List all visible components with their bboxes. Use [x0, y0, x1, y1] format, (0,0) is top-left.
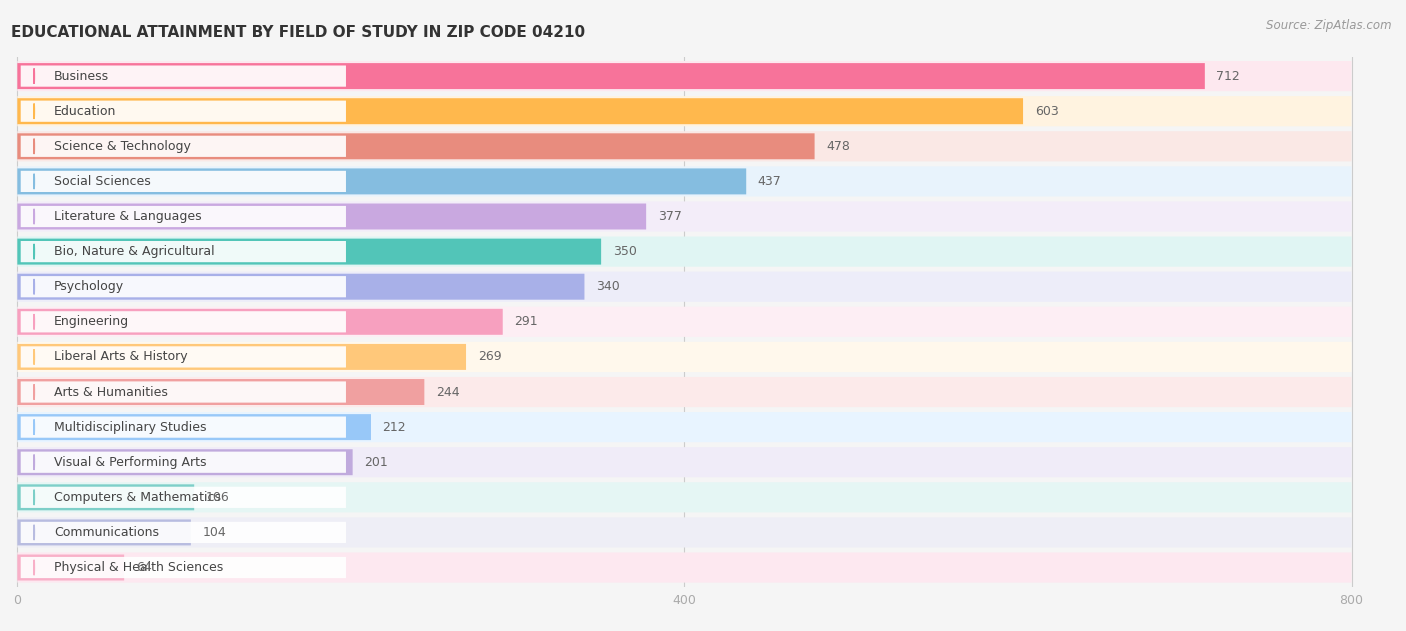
Text: 350: 350 — [613, 245, 637, 258]
FancyBboxPatch shape — [21, 206, 346, 227]
FancyBboxPatch shape — [21, 66, 346, 86]
Text: EDUCATIONAL ATTAINMENT BY FIELD OF STUDY IN ZIP CODE 04210: EDUCATIONAL ATTAINMENT BY FIELD OF STUDY… — [11, 25, 585, 40]
Text: Education: Education — [53, 105, 117, 118]
Text: Engineering: Engineering — [53, 316, 129, 328]
FancyBboxPatch shape — [17, 412, 1351, 442]
Text: 340: 340 — [596, 280, 620, 293]
FancyBboxPatch shape — [17, 309, 503, 335]
FancyBboxPatch shape — [21, 136, 346, 157]
Text: 64: 64 — [136, 561, 152, 574]
Text: 269: 269 — [478, 350, 502, 363]
FancyBboxPatch shape — [17, 274, 585, 300]
Text: Science & Technology: Science & Technology — [53, 140, 191, 153]
Text: Source: ZipAtlas.com: Source: ZipAtlas.com — [1267, 19, 1392, 32]
Text: Communications: Communications — [53, 526, 159, 539]
Text: 603: 603 — [1035, 105, 1059, 118]
FancyBboxPatch shape — [17, 204, 647, 230]
FancyBboxPatch shape — [17, 379, 425, 405]
FancyBboxPatch shape — [21, 241, 346, 262]
Text: 437: 437 — [758, 175, 782, 188]
Text: 106: 106 — [205, 491, 229, 504]
Text: Liberal Arts & History: Liberal Arts & History — [53, 350, 188, 363]
Text: Arts & Humanities: Arts & Humanities — [53, 386, 167, 399]
FancyBboxPatch shape — [17, 447, 1351, 477]
FancyBboxPatch shape — [21, 276, 346, 297]
Text: Physical & Health Sciences: Physical & Health Sciences — [53, 561, 224, 574]
FancyBboxPatch shape — [17, 63, 1205, 89]
Text: 478: 478 — [827, 140, 851, 153]
FancyBboxPatch shape — [21, 381, 346, 403]
FancyBboxPatch shape — [17, 271, 1351, 302]
FancyBboxPatch shape — [17, 555, 124, 581]
Text: Visual & Performing Arts: Visual & Performing Arts — [53, 456, 207, 469]
FancyBboxPatch shape — [17, 482, 1351, 512]
FancyBboxPatch shape — [17, 485, 194, 510]
FancyBboxPatch shape — [17, 239, 602, 264]
FancyBboxPatch shape — [21, 416, 346, 438]
Text: 291: 291 — [515, 316, 538, 328]
FancyBboxPatch shape — [21, 522, 346, 543]
FancyBboxPatch shape — [17, 519, 191, 545]
Text: 712: 712 — [1216, 69, 1240, 83]
FancyBboxPatch shape — [17, 61, 1351, 91]
FancyBboxPatch shape — [17, 167, 1351, 196]
Text: Bio, Nature & Agricultural: Bio, Nature & Agricultural — [53, 245, 215, 258]
FancyBboxPatch shape — [17, 237, 1351, 267]
FancyBboxPatch shape — [17, 307, 1351, 337]
FancyBboxPatch shape — [21, 452, 346, 473]
FancyBboxPatch shape — [17, 377, 1351, 407]
FancyBboxPatch shape — [17, 133, 814, 159]
Text: 244: 244 — [436, 386, 460, 399]
Text: Literature & Languages: Literature & Languages — [53, 210, 201, 223]
FancyBboxPatch shape — [17, 96, 1351, 126]
FancyBboxPatch shape — [17, 344, 465, 370]
FancyBboxPatch shape — [21, 487, 346, 508]
Text: 201: 201 — [364, 456, 388, 469]
FancyBboxPatch shape — [21, 557, 346, 578]
Text: Business: Business — [53, 69, 110, 83]
FancyBboxPatch shape — [17, 552, 1351, 582]
FancyBboxPatch shape — [21, 311, 346, 333]
FancyBboxPatch shape — [21, 100, 346, 122]
FancyBboxPatch shape — [17, 342, 1351, 372]
Text: Computers & Mathematics: Computers & Mathematics — [53, 491, 221, 504]
FancyBboxPatch shape — [17, 517, 1351, 548]
FancyBboxPatch shape — [21, 346, 346, 367]
FancyBboxPatch shape — [17, 414, 371, 440]
FancyBboxPatch shape — [17, 131, 1351, 162]
Text: Multidisciplinary Studies: Multidisciplinary Studies — [53, 421, 207, 433]
FancyBboxPatch shape — [17, 168, 747, 194]
Text: 104: 104 — [202, 526, 226, 539]
Text: Social Sciences: Social Sciences — [53, 175, 150, 188]
Text: 212: 212 — [382, 421, 406, 433]
FancyBboxPatch shape — [21, 171, 346, 192]
Text: 377: 377 — [658, 210, 682, 223]
FancyBboxPatch shape — [17, 98, 1024, 124]
Text: Psychology: Psychology — [53, 280, 124, 293]
FancyBboxPatch shape — [17, 449, 353, 475]
FancyBboxPatch shape — [17, 201, 1351, 232]
